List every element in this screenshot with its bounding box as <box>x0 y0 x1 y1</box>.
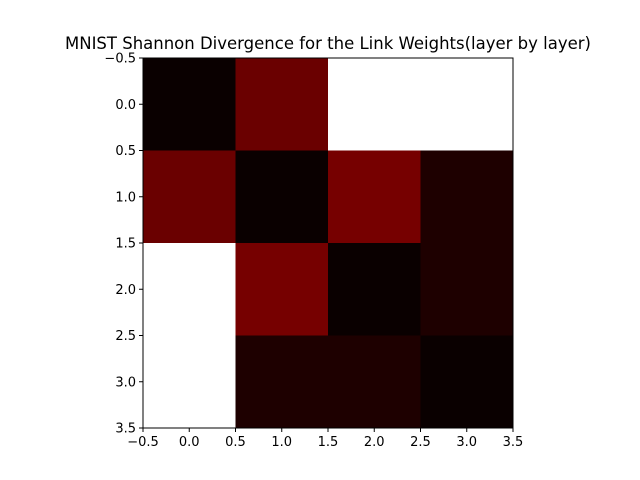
y-tick-label: 3.5 <box>115 422 136 437</box>
y-tick-label: 3.0 <box>115 375 136 390</box>
heatmap-cell-r0-c0 <box>143 58 236 151</box>
heatmap-cell-r2-c0 <box>143 243 236 336</box>
x-tick-label: 1.5 <box>318 435 339 450</box>
x-tick-label: 2.5 <box>410 435 431 450</box>
y-tick-label: 0.0 <box>115 98 136 113</box>
heatmap-cell-r2-c1 <box>235 243 328 336</box>
x-tick-label: 3.5 <box>503 435 524 450</box>
heatmap-cell-r1-c3 <box>420 150 513 243</box>
heatmap-cell-r1-c2 <box>328 150 421 243</box>
y-tick-label: −0.5 <box>104 52 136 67</box>
heatmap-cell-r1-c0 <box>143 150 236 243</box>
heatmap-cell-r2-c2 <box>328 243 421 336</box>
heatmap-cell-r0-c3 <box>420 58 513 151</box>
heatmap-cell-r3-c2 <box>328 335 421 428</box>
heatmap-cell-r0-c1 <box>235 58 328 151</box>
y-tick-label: 0.5 <box>115 144 136 159</box>
x-tick-label: −0.5 <box>127 435 159 450</box>
heatmap-cell-r0-c2 <box>328 58 421 151</box>
x-tick-label: 3.0 <box>456 435 477 450</box>
y-tick-label: 2.5 <box>115 329 136 344</box>
chart-title: MNIST Shannon Divergence for the Link We… <box>65 34 591 53</box>
heatmap-cell-r3-c0 <box>143 335 236 428</box>
x-tick-label: 1.0 <box>271 435 292 450</box>
heatmap-cell-r2-c3 <box>420 243 513 336</box>
x-tick-label: 2.0 <box>364 435 385 450</box>
heatmap-cell-r1-c1 <box>235 150 328 243</box>
heatmap-cells <box>143 58 513 428</box>
x-tick-label: 0.5 <box>225 435 246 450</box>
heatmap-cell-r3-c1 <box>235 335 328 428</box>
y-tick-label: 1.0 <box>115 190 136 205</box>
y-tick-label: 1.5 <box>115 237 136 252</box>
y-tick-label: 2.0 <box>115 283 136 298</box>
axis-ticks: −0.5 0.0 0.5 1.0 1.5 2.0 2.5 3.0 3.5−0.50.00.51.… <box>104 52 523 451</box>
x-tick-label: 0.0 <box>179 435 200 450</box>
heatmap-cell-r3-c3 <box>420 335 513 428</box>
plot-frame <box>142 57 514 429</box>
